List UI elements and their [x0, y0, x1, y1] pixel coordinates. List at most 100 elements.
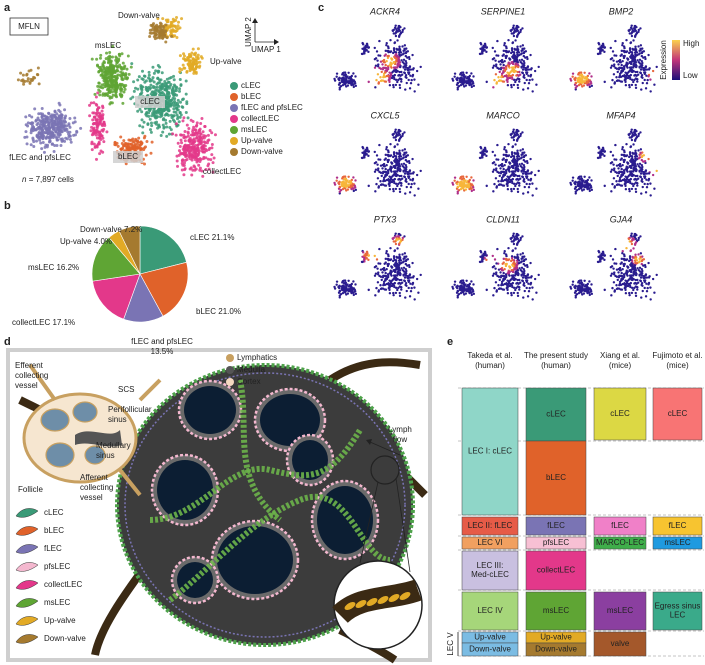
cell-dot — [19, 71, 23, 75]
cell-dot — [95, 122, 99, 126]
n-text: = 7,897 cells — [29, 175, 74, 184]
cell-dot — [374, 294, 377, 297]
cell-dot — [623, 153, 626, 157]
cell-dot — [494, 281, 498, 284]
cell-dot — [392, 152, 396, 156]
cell-dot — [398, 167, 402, 170]
cell-dot — [634, 167, 638, 170]
legend-label: Up-valve — [241, 136, 273, 145]
cell-dot — [512, 138, 516, 142]
cell-dot — [398, 83, 401, 87]
cell-dot — [508, 162, 512, 165]
cell-dot — [590, 75, 593, 78]
cell-dot — [178, 145, 182, 149]
cluster-label: msLEC — [95, 41, 121, 50]
cell-dot — [508, 266, 512, 269]
cell-dot — [521, 151, 524, 155]
cell-dot — [645, 74, 648, 77]
cell-dot — [498, 70, 501, 74]
cell-dot — [180, 141, 184, 145]
cell-dot — [394, 128, 397, 131]
cell-dot — [612, 73, 616, 76]
cell-dot — [50, 116, 54, 120]
cell-dot — [515, 74, 518, 77]
cell-dot — [149, 151, 153, 155]
cell-dot — [406, 50, 410, 53]
cell-dot — [655, 65, 658, 69]
cell-dot — [628, 48, 632, 52]
cell-dot — [511, 77, 514, 81]
cell-dot — [645, 82, 649, 85]
cell-dot — [533, 69, 537, 73]
cell-dot — [178, 87, 182, 91]
cell-dot — [642, 170, 645, 174]
cell-dot — [526, 87, 530, 90]
cell-dot — [363, 256, 366, 260]
cell-dot — [613, 158, 616, 161]
cell-dot — [505, 170, 508, 174]
cell-dot — [639, 175, 643, 179]
cell-dot — [524, 66, 527, 70]
cell-dot — [402, 166, 406, 169]
cell-dot — [456, 185, 459, 189]
cell-dot — [389, 280, 393, 283]
cell-dot — [130, 143, 134, 147]
cell-dot — [465, 71, 468, 74]
cell-dot — [386, 253, 390, 256]
cell-dot — [47, 126, 51, 130]
cell-dot — [63, 128, 67, 132]
cell-dot — [142, 136, 146, 140]
cell-dot — [177, 120, 181, 124]
cell-dot — [642, 50, 646, 53]
cell-dot — [647, 179, 650, 182]
cell-dot — [510, 48, 514, 52]
cell-dot — [161, 28, 165, 32]
cell-dot — [511, 73, 515, 77]
cell-dot — [56, 126, 60, 130]
cell-dot — [398, 187, 401, 191]
cell-dot — [520, 62, 524, 65]
cell-dot — [522, 179, 525, 183]
cell-dot — [25, 142, 29, 146]
cell-dot — [95, 118, 99, 122]
cell-dot — [148, 77, 152, 81]
gene-label: PTX3 — [374, 214, 397, 224]
cell-dot — [139, 147, 143, 151]
cell-dot — [406, 274, 409, 278]
cell-dot — [588, 85, 592, 89]
cell-dot — [516, 164, 520, 168]
cell-dot — [352, 293, 356, 297]
cell-dot — [165, 20, 169, 24]
cell-dot — [114, 64, 118, 68]
cell-dot — [419, 65, 422, 69]
cell-dot — [140, 110, 144, 114]
cell-dot — [198, 127, 202, 131]
cell-dot — [172, 114, 176, 118]
cell-dot — [41, 140, 45, 144]
cell-dot — [32, 144, 36, 148]
cell-dot — [181, 57, 185, 61]
cell-dot — [185, 69, 189, 73]
pie-label: Down-valve 7.2% — [80, 225, 142, 234]
cell-dot — [583, 80, 587, 83]
cell-dot — [31, 136, 35, 140]
cell-dot — [403, 172, 407, 175]
cell-dot — [98, 56, 102, 60]
cell-dot — [373, 46, 376, 50]
cell-dot — [516, 60, 520, 64]
cell-dot — [481, 48, 484, 52]
cell-dot — [407, 78, 410, 82]
cell-dot — [382, 75, 385, 79]
cell-dot — [381, 183, 385, 186]
cell-dot — [373, 162, 377, 165]
cell-dot — [395, 70, 398, 74]
cell-dot — [398, 60, 402, 64]
cell-dot — [354, 292, 358, 296]
pie-category: bLEC — [196, 307, 216, 316]
cell-dot — [518, 184, 521, 187]
cell-dot — [397, 162, 400, 166]
cell-dot — [42, 130, 46, 134]
cell-dot — [403, 276, 407, 279]
cell-dot — [53, 109, 57, 113]
cell-dot — [506, 188, 510, 191]
